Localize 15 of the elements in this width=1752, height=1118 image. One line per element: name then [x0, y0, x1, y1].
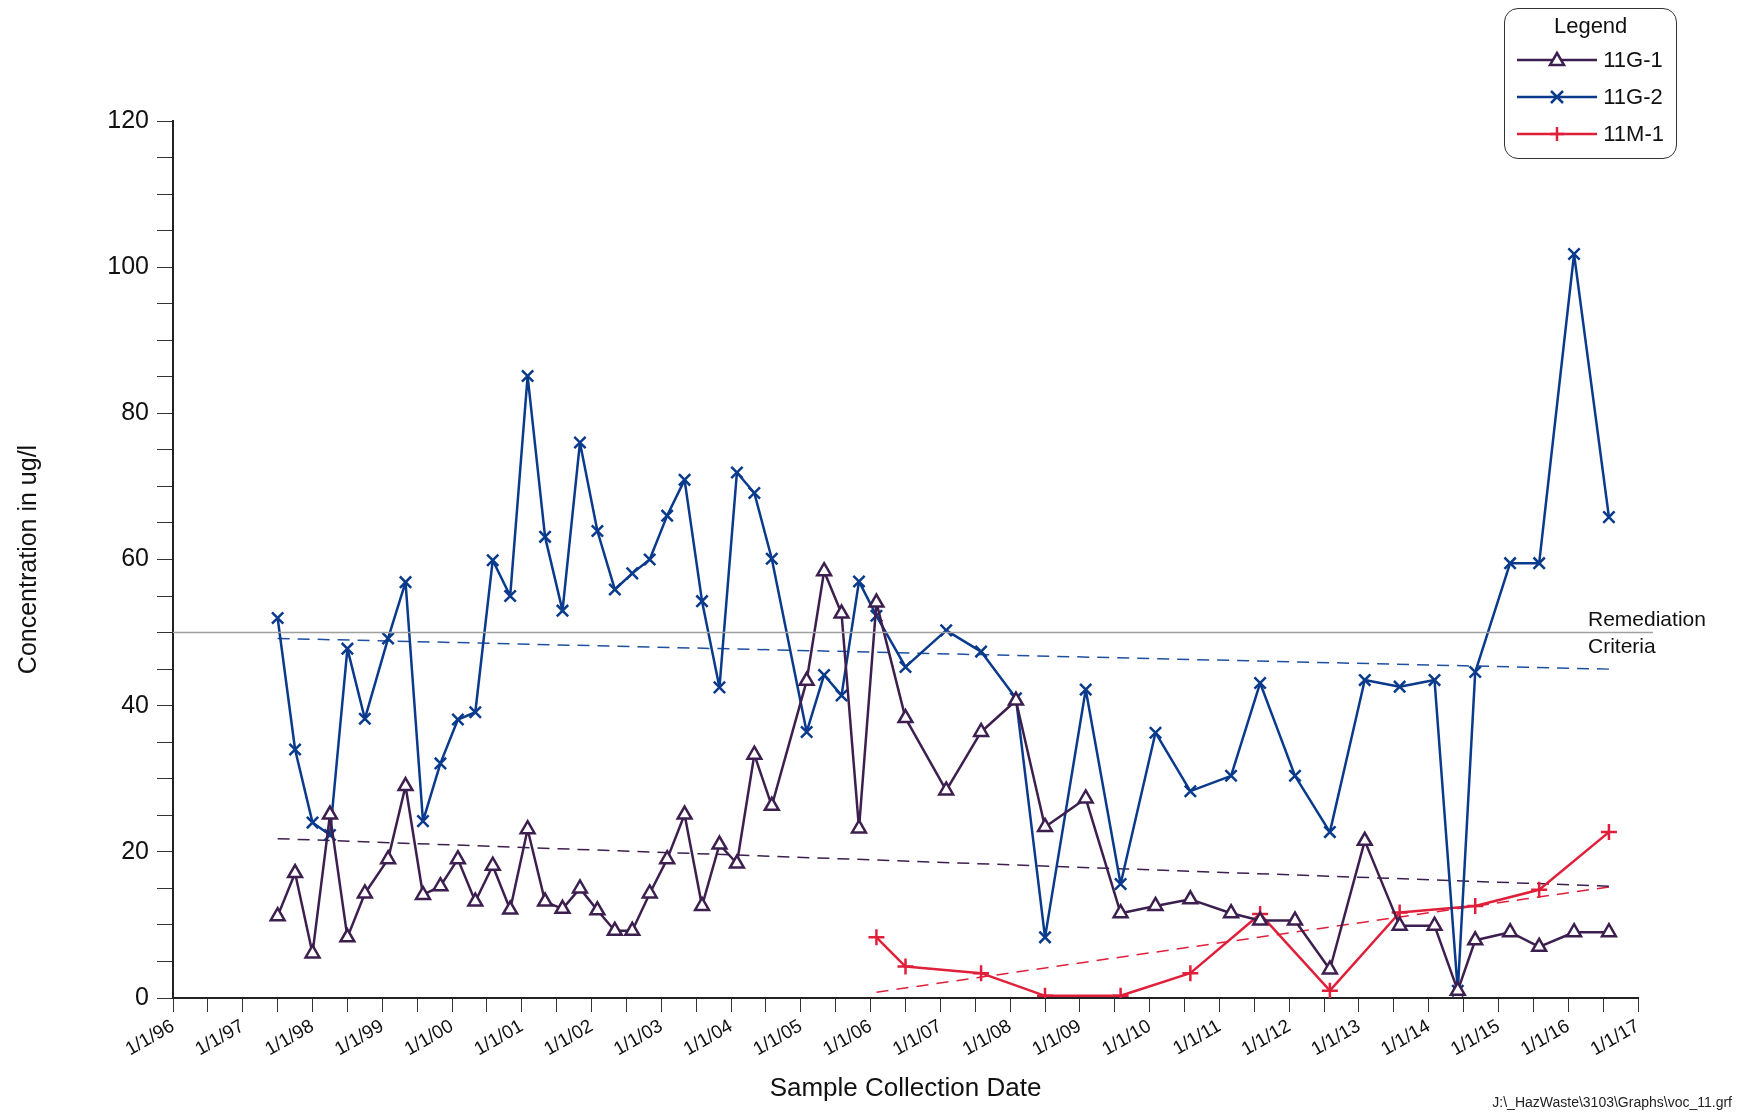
y-tick-label: 100 — [107, 251, 149, 280]
y-tick-label: 40 — [121, 689, 149, 718]
y-tick-label: 0 — [135, 981, 149, 1010]
y-tick-label: 120 — [107, 104, 149, 133]
y-tick-label: 60 — [121, 543, 149, 572]
y-axis-title: Concentration in ug/l — [12, 444, 41, 675]
x-axis-title: Sample Collection Date — [769, 1071, 1042, 1102]
legend-label: 11G-1 — [1603, 46, 1663, 73]
legend-label: 11G-2 — [1603, 83, 1663, 110]
legend-label: 11M-1 — [1603, 120, 1664, 147]
y-tick-label: 20 — [121, 835, 149, 864]
legend-title: Legend — [1552, 13, 1629, 39]
y-tick-label: 80 — [121, 397, 149, 426]
ref-line-label: Remediation Criteria — [1588, 606, 1706, 657]
text: J:\_HazWaste\3103\Graphs\voc_11.grf — [1492, 1093, 1733, 1110]
